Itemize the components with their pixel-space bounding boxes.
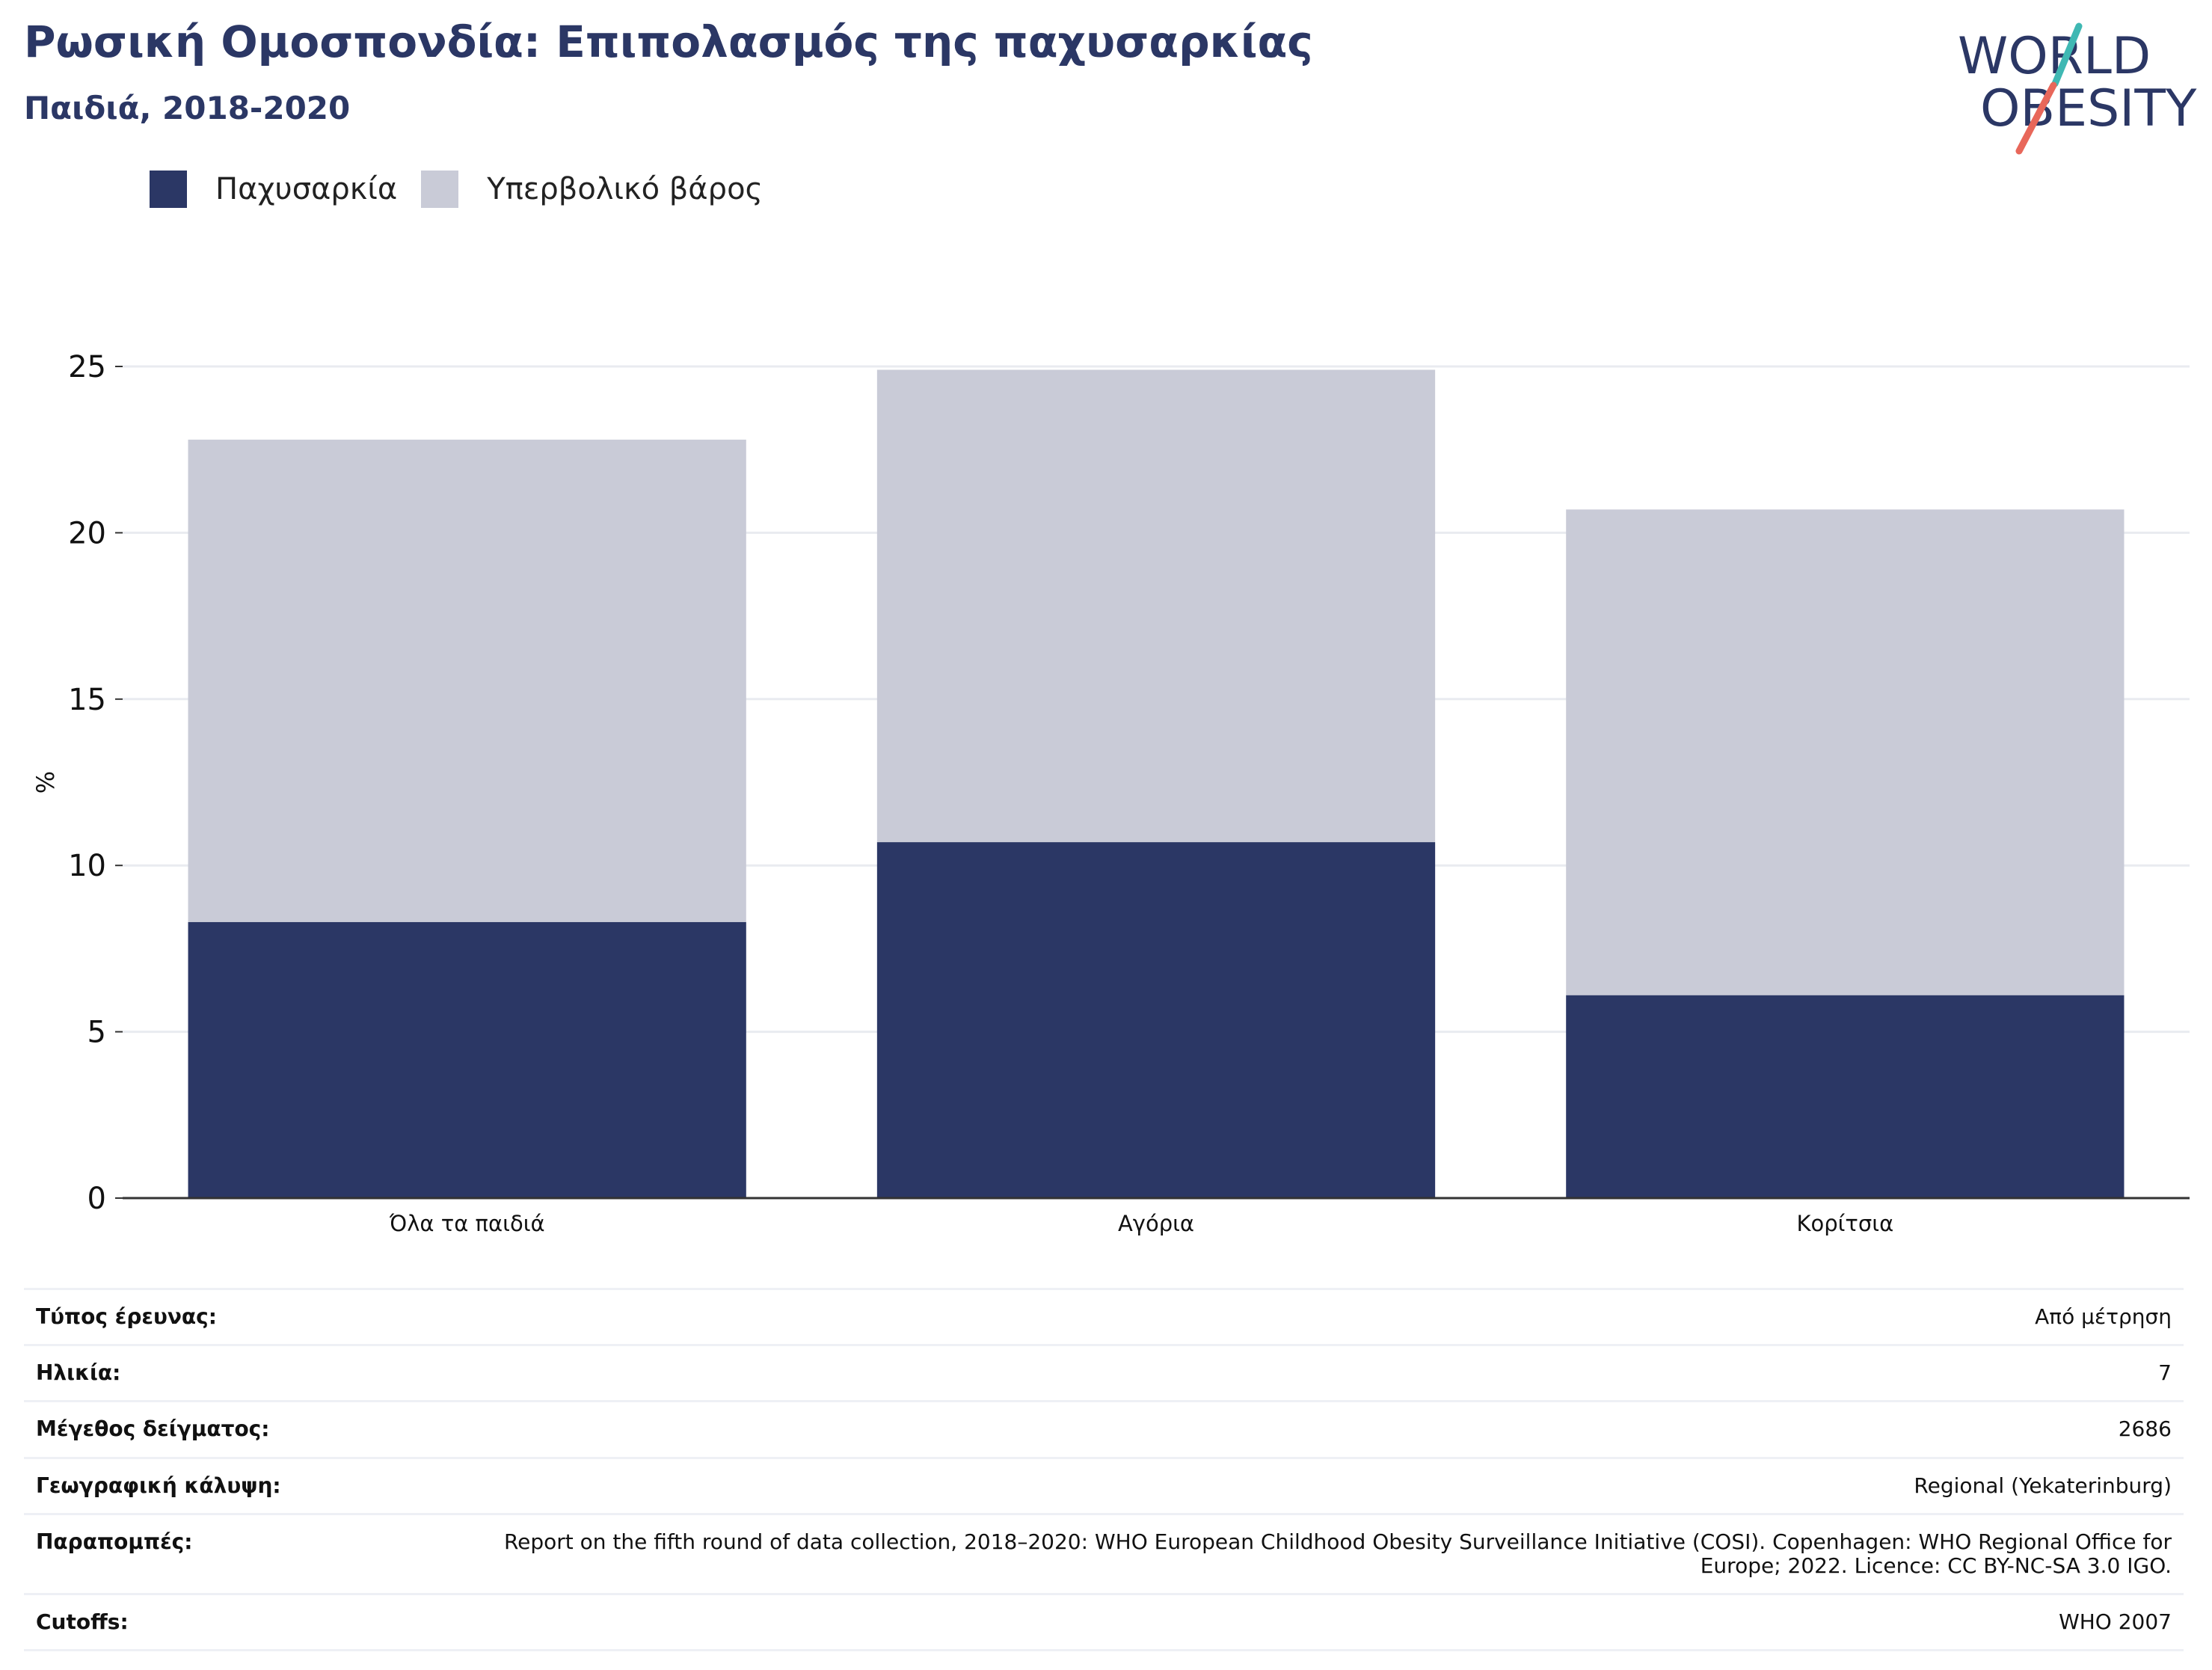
info-key: Γεωγραφική κάλυψη:	[24, 1456, 467, 1515]
info-key: Ηλικία:	[24, 1344, 467, 1403]
info-key: Παραπομπές:	[24, 1512, 467, 1596]
legend-swatch-overweight	[421, 171, 459, 208]
info-value: 2686	[467, 1400, 2184, 1459]
y-tick-label: 20	[68, 516, 106, 550]
legend-swatch-obesity	[150, 171, 187, 208]
bar-obesity	[876, 842, 1436, 1198]
logo-world-text: WORLD	[1958, 27, 2151, 86]
y-tick-label: 15	[68, 683, 106, 717]
info-value: Report on the fifth round of data collec…	[467, 1512, 2184, 1596]
bar-obesity	[1566, 995, 2125, 1198]
info-row: Τύπος έρευνας: Από μέτρηση	[24, 1287, 2184, 1347]
chart-subtitle: Παιδιά, 2018-2020	[24, 90, 351, 126]
logo-coral-slash	[2015, 82, 2057, 155]
y-tick-label: 25	[68, 350, 106, 384]
info-row: Cutoffs: WHO 2007	[24, 1593, 2184, 1652]
info-row: Ηλικία: 7	[24, 1344, 2184, 1403]
y-tick-label: 0	[87, 1182, 106, 1216]
y-tick-label: 5	[87, 1016, 106, 1050]
info-key: Μέγεθος δείγματος:	[24, 1400, 467, 1459]
info-row: Μέγεθος δείγματος: 2686	[24, 1400, 2184, 1459]
y-tick-label: 10	[68, 849, 106, 883]
stacked-bar-chart: 0 5 10 15 20 25% Όλα τα παιδιά Αγόρια Κορίτσια	[31, 350, 2190, 1236]
x-tick-label: Κορίτσια	[1796, 1211, 1893, 1236]
info-row: Γεωγραφική κάλυψη: Regional (Yekaterinbur…	[24, 1456, 2184, 1515]
info-key: Τύπος έρευνας:	[24, 1287, 467, 1347]
legend-item-obesity[interactable]: Παχυσαρκία	[150, 171, 397, 208]
world-obesity-logo: WORLD OBESITY	[1958, 22, 2197, 155]
legend-item-overweight[interactable]: Υπερβολικό βάρος	[421, 171, 763, 208]
survey-info-table: Τύπος έρευνας: Από μέτρηση Ηλικία: 7 Μέγεθος…	[24, 1287, 2184, 1652]
chart-legend: Παχυσαρκία Υπερβολικό βάρος	[150, 171, 787, 208]
bar-overweight	[188, 439, 746, 922]
legend-label-obesity: Παχυσαρκία	[215, 172, 398, 206]
x-tick-label: Αγόρια	[1118, 1211, 1194, 1236]
info-key: Cutoffs:	[24, 1593, 467, 1652]
chart-title: Ρωσική Ομοσπονδία: Επιπολασμός της παχυσ…	[24, 16, 1313, 67]
logo-teal-slash	[2051, 22, 2083, 88]
bar-obesity	[188, 921, 746, 1198]
x-tick-label: Όλα τα παιδιά	[389, 1211, 545, 1236]
info-value: 7	[467, 1344, 2184, 1403]
bar-overweight	[876, 369, 1436, 843]
info-row: Παραπομπές: Report on the fifth round of …	[24, 1512, 2184, 1596]
y-axis-label: %	[31, 771, 60, 793]
bar-overweight	[1566, 509, 2125, 995]
legend-label-overweight: Υπερβολικό βάρος	[487, 172, 764, 206]
info-value: Regional (Yekaterinburg)	[467, 1456, 2184, 1515]
info-value: WHO 2007	[467, 1593, 2184, 1652]
logo-obesity-text: OBESITY	[1980, 79, 2197, 138]
info-value: Από μέτρηση	[467, 1287, 2184, 1347]
